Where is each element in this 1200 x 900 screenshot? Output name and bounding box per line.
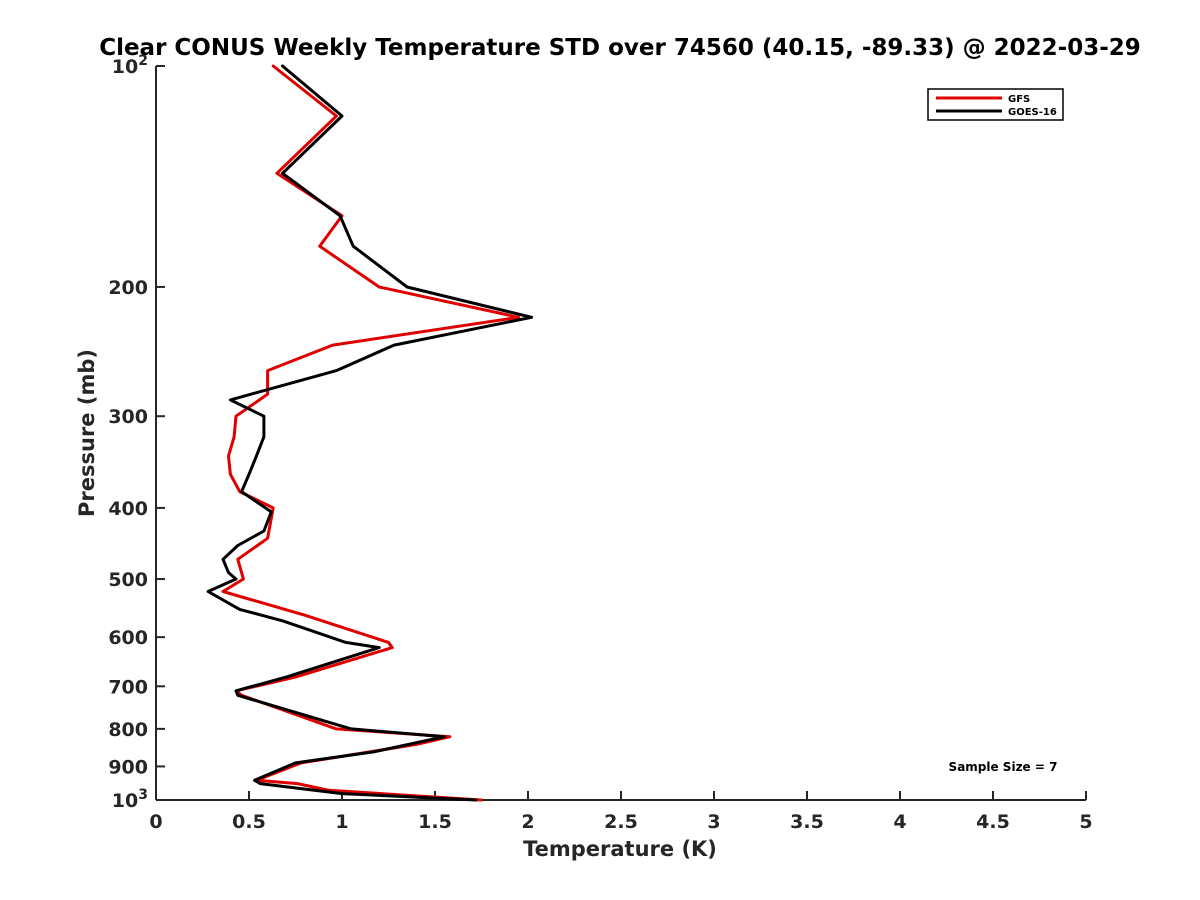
y-tick-label: 400: [108, 498, 148, 520]
y-tick-base: 10: [112, 790, 138, 812]
legend-box: [927, 88, 1064, 121]
y-tick-label: 200: [108, 277, 148, 299]
legend: GFS GOES-16: [927, 88, 1064, 121]
sample-size-annotation: Sample Size = 7: [949, 760, 1058, 774]
x-tick-label: 3.5: [790, 811, 824, 833]
axes: 0 0.5 1 1.5 2 2.5 3 3.5 4 4.5 51022003004005006007…: [108, 53, 1092, 833]
series-line-gfs: [221, 64, 521, 802]
legend-label: GOES-16: [1008, 107, 1057, 118]
x-tick-label: 0: [149, 811, 162, 833]
y-tick-label: 500: [108, 569, 148, 591]
legend-label: GFS: [1008, 94, 1030, 105]
x-tick-label: 3: [707, 811, 720, 833]
x-tick-label: 0.5: [232, 811, 266, 833]
y-tick-label: 700: [108, 676, 148, 698]
x-tick-label: 5: [1079, 811, 1092, 833]
series-line-goes-16: [206, 64, 534, 802]
x-tick-label: 2.5: [604, 811, 638, 833]
x-tick-label: 4: [893, 811, 906, 833]
x-tick-label: 2: [521, 811, 534, 833]
x-axis-title: Temperature (K): [523, 837, 717, 861]
x-tick-label: 4.5: [976, 811, 1010, 833]
x-tick-label: 1: [335, 811, 348, 833]
y-tick-exponent: 2: [138, 53, 148, 69]
y-tick-label: 102: [112, 53, 148, 78]
y-axis-title: Pressure (mb): [75, 349, 99, 517]
x-tick-label: 1.5: [418, 811, 452, 833]
y-tick-label: 600: [108, 627, 148, 649]
y-tick-label: 103: [112, 787, 148, 812]
chart-title: Clear CONUS Weekly Temperature STD over …: [99, 35, 1141, 61]
series-layer: [206, 64, 534, 802]
y-tick-label: 800: [108, 719, 148, 741]
y-tick-label: 900: [108, 756, 148, 778]
y-tick-base: 10: [112, 56, 138, 78]
y-tick-label: 300: [108, 406, 148, 428]
y-tick-exponent: 3: [138, 787, 148, 803]
